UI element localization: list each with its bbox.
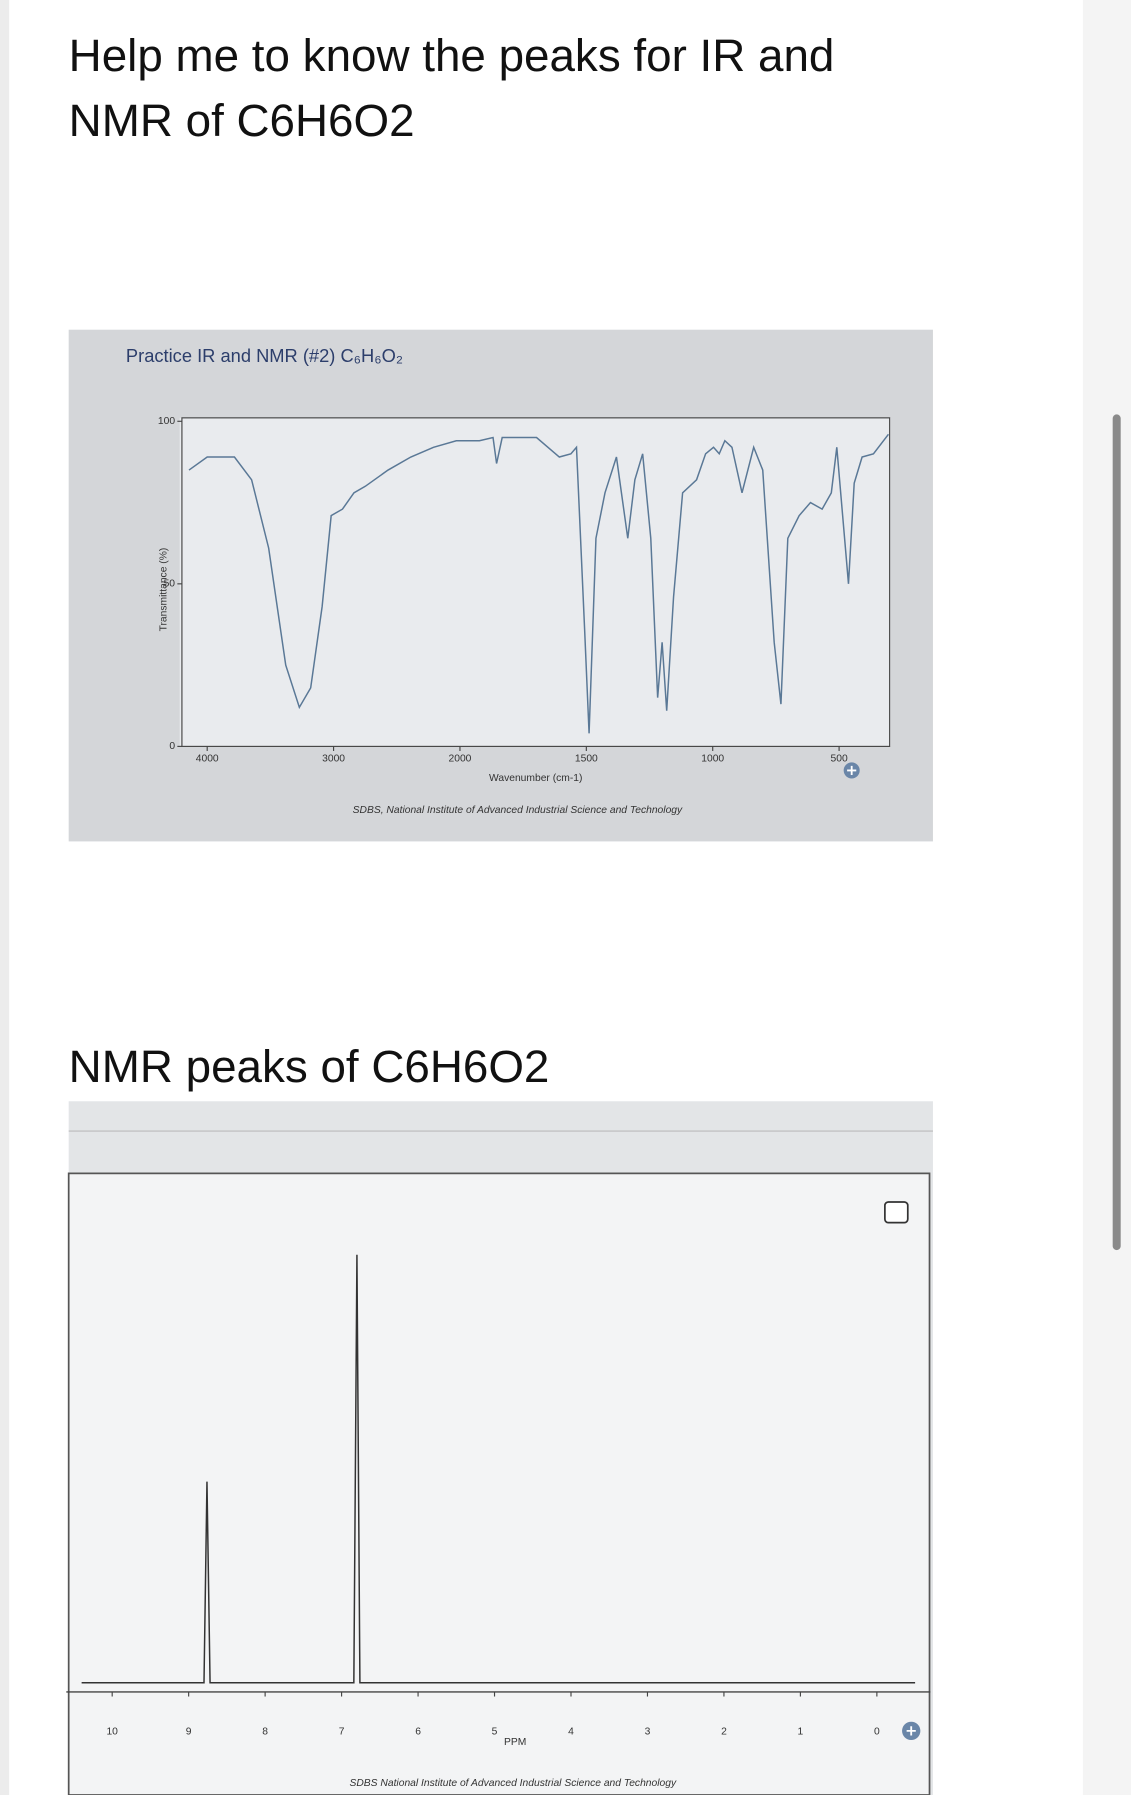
ir-title: Practice IR and NMR (#2) C₆H₆O₂ bbox=[126, 345, 403, 366]
nmr-x-label: PPM bbox=[504, 1737, 526, 1748]
ir-source: SDBS, National Institute of Advanced Ind… bbox=[353, 805, 683, 816]
left-edge bbox=[0, 0, 10, 1795]
x-tick-label: 1000 bbox=[701, 754, 724, 765]
x-tick-label: 10 bbox=[106, 1727, 118, 1738]
x-tick-label: 1500 bbox=[575, 754, 598, 765]
x-tick-label: 500 bbox=[830, 754, 847, 765]
x-tick-label: 1 bbox=[798, 1727, 804, 1738]
zoom-icon bbox=[847, 765, 857, 776]
question-title: NMR of C6H6O2 bbox=[69, 95, 415, 146]
spectrum-line bbox=[188, 433, 890, 734]
x-tick-label: 4000 bbox=[196, 754, 219, 765]
y-tick-label: 0 bbox=[169, 741, 175, 752]
plot-frame bbox=[181, 417, 891, 747]
x-tick-label: 6 bbox=[415, 1727, 421, 1738]
ir-plot-bg bbox=[179, 417, 891, 747]
scroll-track bbox=[1082, 0, 1131, 1795]
x-tick-label: 4 bbox=[568, 1727, 574, 1738]
question-title: Help me to know the peaks for IR and bbox=[69, 30, 835, 81]
spectrum-line bbox=[81, 1254, 916, 1684]
copy-button[interactable] bbox=[884, 1201, 909, 1224]
nmr-plot-bg bbox=[67, 1172, 931, 1795]
scroll-thumb[interactable] bbox=[1112, 414, 1121, 1251]
x-tick-label: 2000 bbox=[448, 754, 471, 765]
ir-y-label: Transmittance (%) bbox=[158, 548, 169, 632]
x-tick-label: 2 bbox=[721, 1727, 727, 1738]
x-tick-label: 7 bbox=[339, 1727, 345, 1738]
x-tick-label: 5 bbox=[492, 1727, 498, 1738]
x-tick-label: 0 bbox=[874, 1727, 880, 1738]
x-tick-label: 3000 bbox=[322, 754, 345, 765]
nmr-source: SDBS National Institute of Advanced Indu… bbox=[350, 1778, 678, 1789]
ir-x-label: Wavenumber (cm-1) bbox=[489, 773, 582, 784]
y-tick-label: 100 bbox=[158, 416, 175, 427]
nmr-heading: NMR peaks of C6H6O2 bbox=[69, 1041, 550, 1092]
x-tick-label: 3 bbox=[645, 1727, 651, 1738]
y-tick-label: 50 bbox=[164, 579, 176, 590]
x-tick-label: 9 bbox=[186, 1727, 192, 1738]
x-tick-label: 8 bbox=[262, 1727, 268, 1738]
zoom-icon bbox=[906, 1726, 916, 1736]
